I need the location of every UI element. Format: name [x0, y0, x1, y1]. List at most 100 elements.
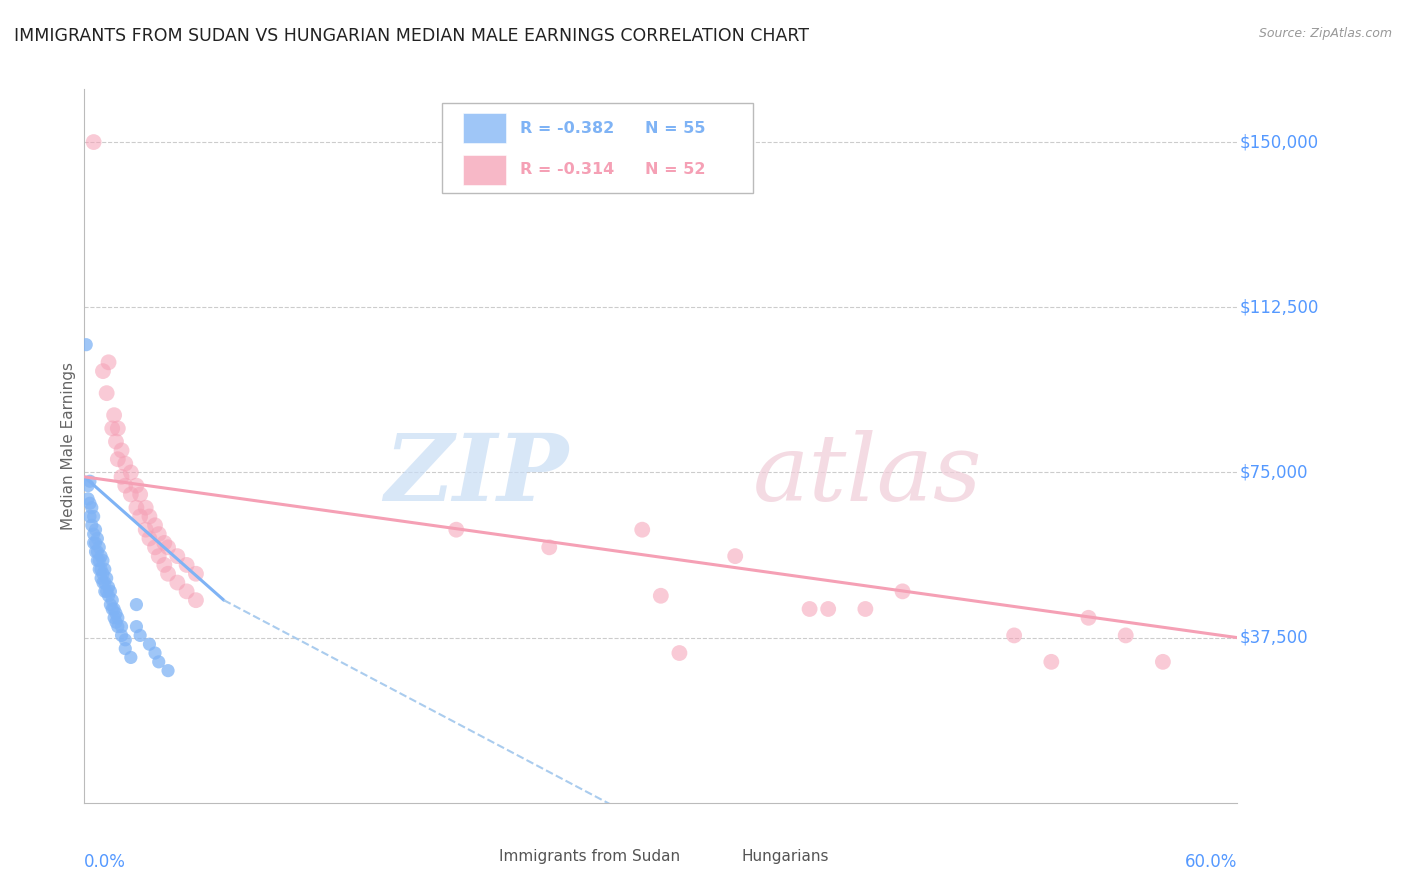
Point: [1040, 655, 1063, 669]
Point: [129, 628, 152, 642]
Point: [79, 475, 101, 489]
Point: [89, 541, 111, 555]
Point: [148, 655, 170, 669]
Point: [107, 611, 129, 625]
Point: [101, 593, 124, 607]
Point: [104, 615, 127, 630]
Point: [80, 500, 103, 515]
Point: [153, 558, 176, 572]
Text: $112,500: $112,500: [1240, 298, 1319, 317]
Point: [184, 593, 207, 607]
Point: [103, 408, 125, 422]
Point: [157, 541, 180, 555]
Point: [157, 664, 180, 678]
Point: [143, 541, 166, 555]
Point: [166, 575, 188, 590]
Point: [110, 470, 132, 484]
Point: [83, 527, 105, 541]
Point: [135, 523, 157, 537]
Point: [90, 562, 112, 576]
Point: [107, 421, 129, 435]
FancyBboxPatch shape: [463, 155, 506, 185]
Point: [83, 509, 105, 524]
Point: [176, 584, 198, 599]
Point: [107, 619, 129, 633]
Text: atlas: atlas: [754, 430, 983, 519]
Text: N = 52: N = 52: [645, 162, 706, 178]
Point: [86, 545, 108, 559]
Point: [157, 566, 180, 581]
Point: [96, 386, 118, 401]
Point: [148, 527, 170, 541]
Point: [446, 523, 468, 537]
Point: [125, 478, 148, 492]
Point: [143, 518, 166, 533]
Point: [80, 518, 103, 533]
FancyBboxPatch shape: [441, 103, 754, 193]
Point: [97, 589, 120, 603]
Point: [125, 619, 148, 633]
FancyBboxPatch shape: [465, 849, 498, 872]
Point: [84, 536, 107, 550]
Point: [114, 641, 136, 656]
Point: [135, 500, 157, 515]
Point: [83, 135, 105, 149]
Point: [724, 549, 747, 563]
Point: [631, 523, 654, 537]
Point: [84, 523, 107, 537]
Point: [100, 584, 122, 599]
Text: IMMIGRANTS FROM SUDAN VS HUNGARIAN MEDIAN MALE EARNINGS CORRELATION CHART: IMMIGRANTS FROM SUDAN VS HUNGARIAN MEDIA…: [14, 27, 808, 45]
Point: [1002, 628, 1025, 642]
Point: [86, 553, 108, 567]
Text: Immigrants from Sudan: Immigrants from Sudan: [499, 849, 681, 863]
Point: [891, 584, 914, 599]
Point: [104, 607, 127, 621]
Point: [166, 549, 188, 563]
Point: [853, 602, 876, 616]
Point: [120, 466, 142, 480]
Point: [184, 566, 207, 581]
Point: [650, 589, 672, 603]
Text: $75,000: $75,000: [1240, 464, 1308, 482]
Text: $37,500: $37,500: [1240, 629, 1308, 647]
Point: [79, 496, 101, 510]
Text: $150,000: $150,000: [1240, 133, 1319, 151]
Point: [114, 478, 136, 492]
Y-axis label: Median Male Earnings: Median Male Earnings: [60, 362, 76, 530]
Text: 0.0%: 0.0%: [84, 853, 127, 871]
Point: [120, 650, 142, 665]
Text: R = -0.314: R = -0.314: [520, 162, 614, 178]
Text: Hungarians: Hungarians: [741, 849, 830, 863]
Point: [799, 602, 821, 616]
Point: [107, 452, 129, 467]
Point: [97, 580, 120, 594]
Text: ZIP: ZIP: [384, 430, 568, 519]
Point: [91, 575, 114, 590]
Point: [101, 421, 124, 435]
Point: [110, 619, 132, 633]
Point: [138, 509, 160, 524]
Point: [103, 611, 125, 625]
Point: [75, 337, 97, 351]
Point: [94, 575, 117, 590]
Point: [90, 549, 112, 563]
Text: Source: ZipAtlas.com: Source: ZipAtlas.com: [1258, 27, 1392, 40]
Point: [125, 598, 148, 612]
FancyBboxPatch shape: [707, 849, 740, 872]
Point: [1152, 655, 1174, 669]
Point: [538, 541, 561, 555]
Point: [668, 646, 690, 660]
Point: [110, 443, 132, 458]
Point: [97, 355, 120, 369]
Point: [1077, 611, 1099, 625]
Point: [96, 584, 118, 599]
Point: [94, 584, 117, 599]
Point: [91, 553, 114, 567]
Point: [90, 571, 112, 585]
Point: [77, 478, 100, 492]
Point: [110, 628, 132, 642]
Point: [1115, 628, 1137, 642]
Point: [176, 558, 198, 572]
Point: [94, 562, 117, 576]
Point: [114, 457, 136, 471]
